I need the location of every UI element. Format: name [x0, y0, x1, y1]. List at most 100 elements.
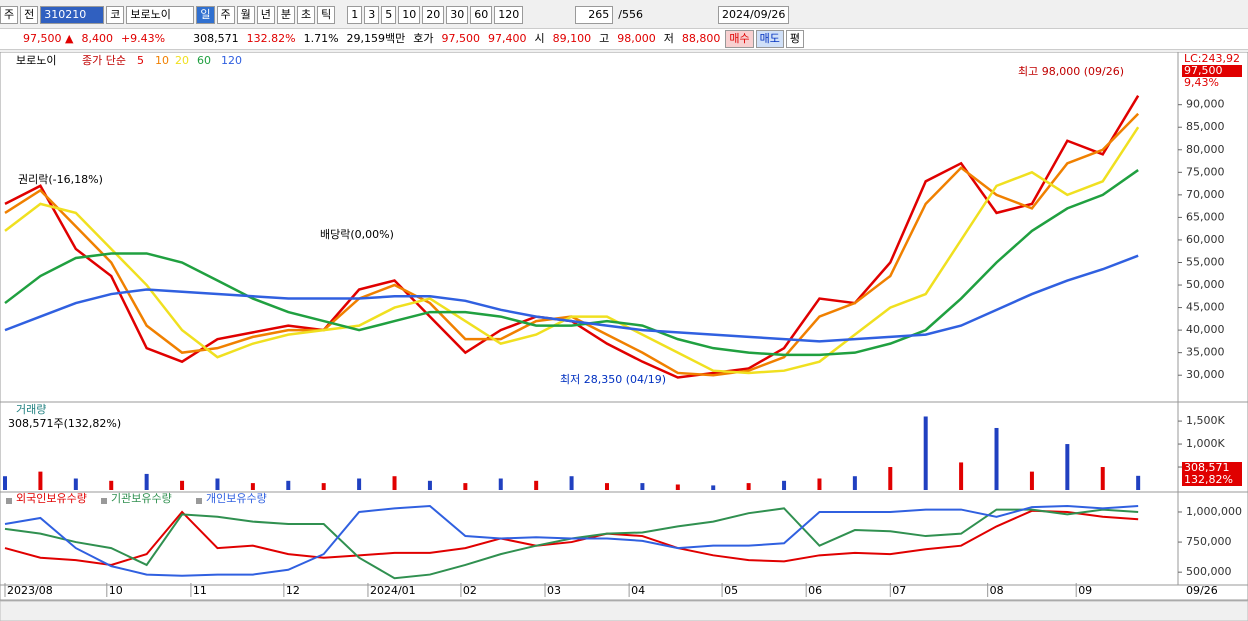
legend-entry: 60 [197, 54, 211, 67]
volume-bar [250, 483, 255, 490]
tf-day[interactable]: 일 [196, 6, 215, 24]
volume-bar [286, 480, 291, 490]
volume-ratio: 132.82% [246, 32, 296, 45]
x-tick-label: 09 [1078, 584, 1092, 597]
volume-bar [38, 471, 43, 490]
turnover: 1.71% [303, 32, 339, 45]
right-label: 132,82% [1184, 473, 1233, 486]
n[interactable]: 3 [364, 6, 380, 24]
series-line [4, 169, 1139, 357]
y-tick-label: 90,000 [1186, 98, 1225, 111]
price-box [1182, 65, 1242, 77]
right-label: LC:243,92 [1184, 52, 1240, 65]
toolbar: 주 전 310210 코 보로노이 일 주 월 년 분 초 틱 1 3 5 10… [0, 4, 1248, 26]
n[interactable]: 120 [494, 6, 524, 24]
tf[interactable]: 분 [276, 6, 295, 24]
y-tick-label: 80,000 [1186, 143, 1225, 156]
volume-bar [817, 478, 822, 490]
sell-button[interactable]: 매도 [755, 30, 784, 48]
series-line [4, 126, 1140, 375]
panel-label: 보로노이 [16, 54, 56, 67]
legend-swatch [101, 498, 107, 504]
market[interactable]: 코 [106, 6, 125, 24]
quote-bar: 97,500 ▲ 8,400 +9.43% 308,571 132.82% 1.… [0, 28, 1248, 50]
volume-bar [959, 462, 964, 490]
right-label: 9,43% [1184, 76, 1219, 89]
y-tick-label: 750,000 [1186, 535, 1232, 548]
volume-bar [675, 484, 680, 490]
tf[interactable]: 월 [236, 6, 255, 24]
tf[interactable]: 년 [256, 6, 275, 24]
low: 88,800 [681, 32, 721, 45]
subtitle: 308,571주(132,82%) [8, 417, 121, 430]
annotation: 권리락(-16,18%) [18, 173, 103, 186]
n[interactable]: 20 [422, 6, 445, 24]
change: 8,400 [81, 32, 113, 45]
y-tick-label: 35,000 [1186, 346, 1225, 359]
legend-entry: 10 [155, 54, 169, 67]
volume-bar [569, 476, 574, 490]
x-tick-label: 2024/01 [370, 584, 416, 597]
y-tick-label: 85,000 [1186, 120, 1225, 133]
price: 97,500 ▲ [23, 32, 74, 45]
n[interactable]: 10 [398, 6, 421, 24]
y-tick-label: 60,000 [1186, 233, 1225, 246]
y-tick-label: 50,000 [1186, 278, 1225, 291]
volume-bar [1136, 475, 1141, 490]
volume-bar [3, 476, 7, 490]
y-tick-label: 30,000 [1186, 368, 1225, 381]
bid: 97,400 [488, 32, 527, 45]
right-label: 308,571 [1184, 461, 1230, 474]
n[interactable]: 5 [381, 6, 397, 24]
count[interactable]: 265 [575, 6, 614, 24]
label: 호가 [413, 32, 434, 45]
scrollbar[interactable] [0, 600, 1248, 621]
volume-bar [1065, 444, 1070, 490]
volume-bar [534, 480, 539, 490]
code[interactable]: 310210 [40, 6, 105, 24]
volume-bar [888, 467, 893, 490]
x-tick-label: 11 [193, 584, 207, 597]
prev[interactable]: 전 [20, 6, 39, 24]
label: 저 [663, 32, 674, 45]
y-tick-label: 40,000 [1186, 323, 1225, 336]
annotation: 배당락(0,00%) [320, 228, 394, 241]
annotation: 최저 28,350 (04/19) [560, 373, 666, 386]
legend-entry: 기관보유수량 [111, 492, 172, 505]
y-tick-label: 45,000 [1186, 301, 1225, 314]
x-tick-label: 12 [286, 584, 300, 597]
date[interactable]: 2024/09/26 [717, 6, 790, 24]
tf[interactable]: 초 [297, 6, 316, 24]
series-line [4, 254, 1139, 343]
volume-bar [427, 480, 432, 490]
amount: 29,159백만 [346, 32, 406, 45]
n[interactable]: 60 [470, 6, 493, 24]
volume-bar [994, 427, 999, 490]
stock-name: 보로노이 [126, 6, 195, 24]
y-tick-label: 70,000 [1186, 188, 1225, 201]
tf[interactable]: 틱 [317, 6, 336, 24]
period[interactable]: 주 [0, 6, 19, 24]
buy-button[interactable]: 매수 [725, 30, 754, 48]
total: /556 [618, 8, 643, 21]
volume-bar [746, 483, 751, 490]
avg-button[interactable]: 평 [785, 30, 805, 48]
tf[interactable]: 주 [216, 6, 235, 24]
volume: 308,571 [193, 32, 239, 45]
x-tick-label: 07 [892, 584, 906, 597]
n[interactable]: 1 [347, 6, 363, 24]
legend-entry: 20 [175, 54, 189, 67]
volume-bar [498, 478, 503, 490]
annotation: 최고 98,000 (09/26) [1018, 65, 1124, 78]
x-tick-label: 10 [109, 584, 123, 597]
x-tick-label: 03 [547, 584, 561, 597]
right-label: 97,500 [1184, 64, 1223, 77]
x-end-label: 09/26 [1186, 584, 1218, 597]
volume-bar [144, 473, 149, 490]
volume-bar [923, 416, 928, 490]
series-line [4, 509, 1139, 566]
legend-entry: 개인보유수량 [206, 492, 267, 505]
n[interactable]: 30 [446, 6, 469, 24]
volume-bar [180, 480, 185, 490]
volume-bar [392, 476, 397, 490]
